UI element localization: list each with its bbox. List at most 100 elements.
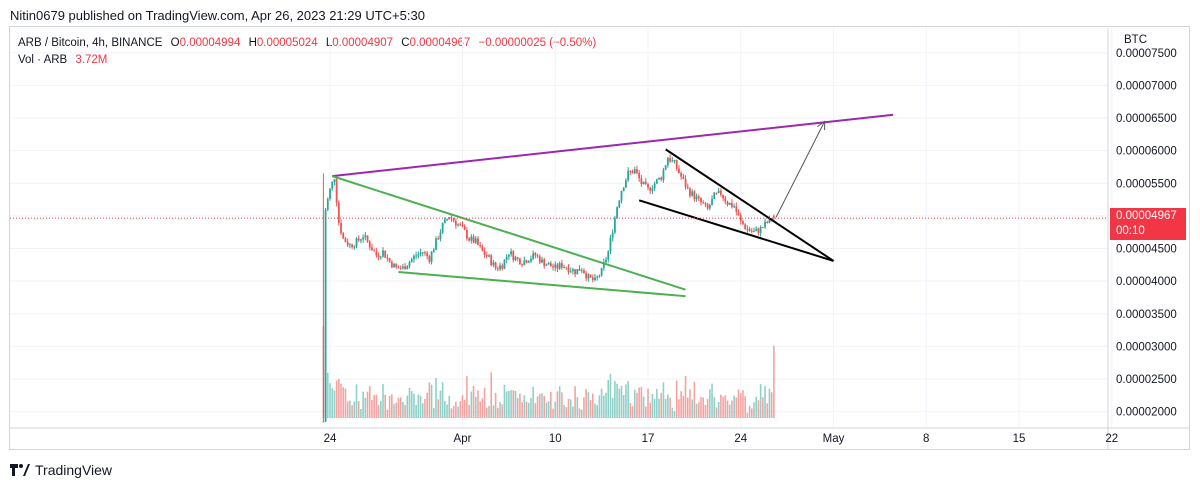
volume-bar xyxy=(391,394,393,418)
candle-body xyxy=(678,168,680,173)
volume-bar xyxy=(397,397,400,418)
volume-bar xyxy=(530,397,532,418)
candle-body xyxy=(618,200,621,208)
candle-body xyxy=(490,255,493,266)
symbol-label[interactable]: ARB / Bitcoin, 4h, BINANCE xyxy=(18,37,163,49)
candle-body xyxy=(492,262,495,266)
candle-body xyxy=(647,183,649,188)
volume-bar xyxy=(693,381,696,418)
candle-body xyxy=(404,266,406,270)
volume-bar xyxy=(728,404,731,418)
candle-body xyxy=(642,181,645,185)
time-axis: 24 Apr 10 17 24 May 8 15 22 xyxy=(10,427,1190,445)
trendline-black-wedge-lower[interactable] xyxy=(638,199,834,262)
volume-label[interactable]: Vol · ARB xyxy=(18,54,68,66)
volume-bar xyxy=(364,397,367,418)
candle-body xyxy=(384,250,387,258)
volume-bar xyxy=(510,390,512,418)
volume-bar xyxy=(379,400,382,418)
volume-bar xyxy=(631,406,634,418)
candle-body xyxy=(602,262,605,268)
candle-body xyxy=(722,194,724,199)
candle-body xyxy=(375,251,378,256)
candle-body xyxy=(697,196,700,198)
volume-bar xyxy=(435,378,437,418)
candle-body xyxy=(629,170,632,172)
candle-body xyxy=(326,198,329,210)
trendline-green-wedge-upper[interactable] xyxy=(331,175,686,291)
trendline-projection-arrow[interactable] xyxy=(775,121,825,218)
volume-bar xyxy=(399,397,402,418)
volume-bar xyxy=(739,393,742,418)
candle-body xyxy=(735,206,738,212)
volume-bar xyxy=(598,395,601,418)
volume-bar xyxy=(483,387,486,418)
volume-bar xyxy=(441,382,444,418)
volume-bar xyxy=(329,383,331,418)
volume-bar xyxy=(523,395,526,418)
candle-body xyxy=(673,160,676,162)
candle-body xyxy=(428,256,431,262)
volume-bar xyxy=(680,391,682,418)
volume-bar xyxy=(488,405,490,418)
candle-body xyxy=(587,274,590,279)
volume-bar xyxy=(519,393,521,418)
candle-body xyxy=(658,177,660,180)
tradingview-logo[interactable]: TradingView xyxy=(10,462,112,478)
candle-body xyxy=(556,264,559,269)
volume-bar xyxy=(574,386,576,418)
volume-bar xyxy=(521,402,523,418)
candle-body xyxy=(335,179,338,203)
trendline-green-wedge-lower[interactable] xyxy=(398,271,686,298)
candle-body xyxy=(576,269,579,275)
candle-body xyxy=(580,270,583,272)
candle-body xyxy=(613,217,616,233)
candle-body xyxy=(649,187,652,191)
candle-body xyxy=(666,157,669,166)
candle-body xyxy=(750,230,753,232)
candle-body xyxy=(653,183,656,189)
candle-body xyxy=(764,221,766,228)
candle-body xyxy=(324,209,327,422)
candle-body xyxy=(700,197,702,203)
candle-body xyxy=(386,257,389,259)
candle-body xyxy=(401,266,404,269)
trendline-black-wedge-upper[interactable] xyxy=(665,148,835,262)
volume-bar xyxy=(667,394,669,418)
volume-bar xyxy=(673,411,676,418)
candle-body xyxy=(397,267,400,269)
volume-bar xyxy=(428,382,431,418)
candle-body xyxy=(594,277,596,281)
trendline-purple-channel-top[interactable] xyxy=(332,113,894,178)
volume-bar xyxy=(353,401,356,418)
volume-bar xyxy=(620,385,623,418)
volume-bar xyxy=(538,393,541,418)
candle-body xyxy=(558,263,561,269)
volume-bar xyxy=(505,391,508,418)
volume-bar xyxy=(618,388,621,418)
volume-bar xyxy=(695,403,698,418)
candle-body xyxy=(755,228,758,232)
candle-body xyxy=(684,178,687,188)
volume-bar xyxy=(697,402,700,418)
low-value: 0.00004907 xyxy=(332,37,394,49)
candle-body xyxy=(516,257,519,259)
candle-body xyxy=(410,259,413,263)
candle-body xyxy=(348,244,351,246)
volume-bar xyxy=(706,398,709,418)
volume-bar xyxy=(569,399,572,418)
candle-body xyxy=(472,236,475,243)
candle-body xyxy=(541,259,543,263)
volume-bar xyxy=(733,395,735,418)
currency-label[interactable]: BTC xyxy=(1124,34,1147,46)
candle-body xyxy=(651,188,654,191)
volume-bar xyxy=(552,408,554,418)
volume-bar xyxy=(395,402,398,418)
candle-body xyxy=(322,421,325,423)
volume-bar xyxy=(371,399,373,418)
candle-body xyxy=(739,215,742,222)
tradingview-logo-icon xyxy=(10,464,30,476)
volume-bar xyxy=(326,372,329,418)
candle-body xyxy=(474,238,477,243)
